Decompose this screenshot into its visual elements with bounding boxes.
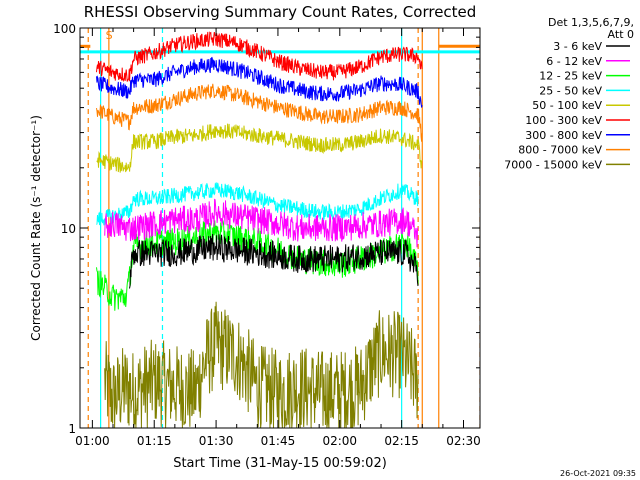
- series-line-3: [96, 182, 419, 226]
- y-axis-title: Corrected Count Rate (s⁻¹ detector⁻¹): [29, 115, 43, 341]
- legend: Det 1,3,5,6,7,9,Att 0 3 - 6 keV 6 - 12 keV…: [504, 16, 634, 171]
- legend-label-4: 50 - 100 keV: [532, 99, 602, 112]
- legend-label-5: 100 - 300 keV: [525, 114, 602, 127]
- x-tick-label-5: 02:15: [384, 434, 419, 448]
- legend-label-0: 3 - 6 keV: [553, 40, 602, 53]
- x-tick-label-6: 02:30: [446, 434, 481, 448]
- legend-label-1: 6 - 12 keV: [546, 55, 602, 68]
- legend-header-1: Att 0: [608, 28, 634, 41]
- flag-label: S: [106, 29, 113, 42]
- timestamp: 26-Oct-2021 09:35: [560, 469, 636, 478]
- legend-label-8: 7000 - 15000 keV: [504, 158, 602, 171]
- x-tick-label-1: 01:15: [137, 434, 172, 448]
- series-line-7: [96, 83, 423, 142]
- x-tick-label-2: 01:30: [199, 434, 234, 448]
- y-tick-label-1: 10: [61, 222, 76, 236]
- axes: 01:00 01:15 01:30 01:45 02:00 02:15 02:30 1 10 10…: [53, 22, 481, 448]
- series-line-1: [104, 198, 419, 248]
- plot-area: S: [80, 28, 480, 428]
- y-tick-label-0: 1: [68, 422, 76, 436]
- series-line-6: [96, 56, 423, 108]
- series-line-0: [129, 233, 419, 289]
- chart-title: RHESSI Observing Summary Count Rates, Co…: [84, 3, 477, 21]
- series-line-4: [96, 123, 423, 173]
- legend-label-3: 25 - 50 keV: [539, 84, 602, 97]
- x-axis-title: Start Time (31-May-15 00:59:02): [173, 456, 387, 471]
- legend-label-7: 800 - 7000 keV: [518, 144, 602, 157]
- x-tick-label-0: 01:00: [75, 434, 110, 448]
- legend-header-0: Det 1,3,5,6,7,9,: [548, 16, 634, 29]
- x-tick-label-4: 02:00: [322, 434, 357, 448]
- y-tick-label-2: 100: [53, 22, 76, 36]
- series-line-5: [96, 31, 423, 83]
- legend-label-2: 12 - 25 keV: [539, 70, 602, 83]
- legend-label-6: 300 - 800 keV: [525, 129, 602, 142]
- x-tick-label-3: 01:45: [261, 434, 296, 448]
- series-line-8: [104, 301, 419, 428]
